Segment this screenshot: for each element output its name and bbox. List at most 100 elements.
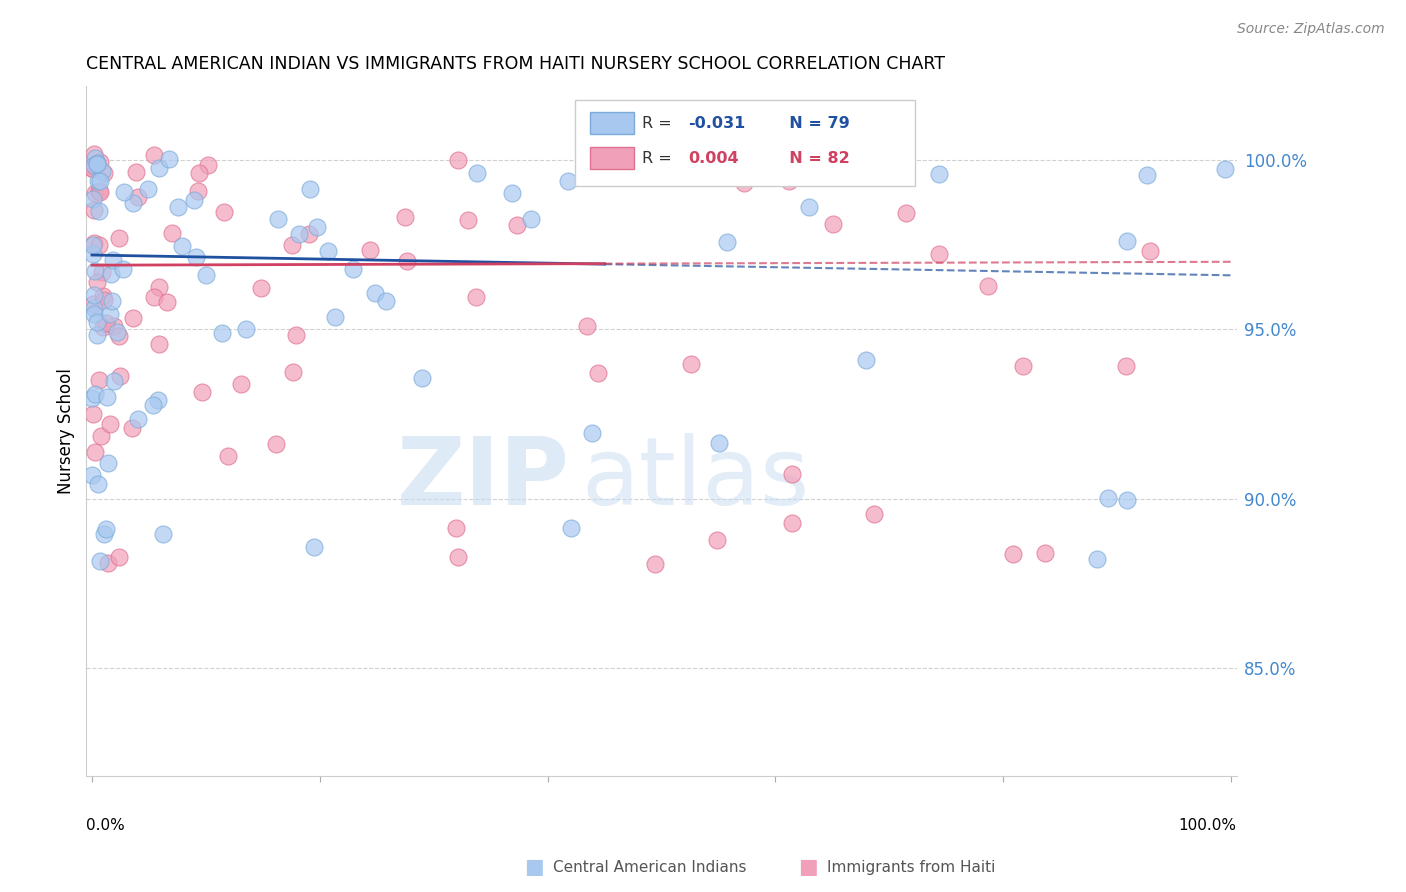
Point [122,310,145,325]
Point [644,557,666,571]
Point [342,262,364,277]
Point [782,516,804,531]
Point [1136,168,1159,182]
Text: Central American Indians: Central American Indians [553,860,747,874]
Point [96,390,118,404]
Point [707,436,730,450]
Point [1011,359,1033,373]
Point [1213,161,1236,176]
Text: Source: ZipAtlas.com: Source: ZipAtlas.com [1237,22,1385,37]
Point [575,319,598,334]
Text: ■: ■ [799,857,818,877]
Point [217,449,239,463]
Text: -0.031: -0.031 [688,116,745,130]
Point [83,203,105,218]
Point [235,322,257,336]
Point [188,166,211,180]
Point [148,280,170,294]
Point [108,549,131,564]
Point [1002,547,1025,561]
Point [778,174,800,188]
Text: ■: ■ [524,857,544,877]
Point [82,161,104,176]
Point [586,366,609,380]
Point [706,533,728,547]
Point [394,210,416,224]
Point [766,156,789,170]
Point [855,352,877,367]
Point [211,326,233,341]
Point [103,319,125,334]
Point [112,185,135,199]
Point [250,281,273,295]
Point [89,373,111,387]
Point [90,429,112,443]
Point [183,194,205,208]
Point [112,261,135,276]
Point [160,227,183,241]
Point [82,192,104,206]
Point [86,275,108,289]
Point [93,526,115,541]
Point [733,176,755,190]
Point [184,250,207,264]
Point [86,315,108,329]
Text: 100.0%: 100.0% [1178,818,1237,832]
Point [323,310,346,324]
Point [157,152,180,166]
Text: Immigrants from Haiti: Immigrants from Haiti [827,860,995,874]
Point [84,264,107,278]
Point [82,468,104,483]
FancyBboxPatch shape [591,112,634,134]
Point [214,204,236,219]
Point [501,186,523,200]
Text: N = 82: N = 82 [778,151,849,166]
Point [91,164,114,178]
Text: R =: R = [643,151,676,166]
Point [142,399,165,413]
Point [82,297,104,311]
Point [105,326,128,340]
Point [1115,359,1137,373]
Point [297,227,319,241]
Point [264,437,287,451]
Point [716,235,738,249]
Text: 0.0%: 0.0% [86,818,125,832]
Point [894,206,917,220]
Point [396,253,419,268]
Point [108,328,131,343]
Point [82,247,104,261]
Point [152,527,174,541]
Point [87,174,110,188]
Point [100,267,122,281]
Point [823,217,845,231]
Point [506,218,529,232]
Point [560,521,582,535]
Point [267,211,290,226]
Point [304,540,326,554]
Point [97,556,120,570]
Point [281,365,304,379]
Point [447,549,470,564]
Point [136,182,159,196]
Point [83,301,105,315]
FancyBboxPatch shape [575,100,914,186]
Point [457,213,479,227]
Point [281,237,304,252]
Point [197,158,219,172]
FancyBboxPatch shape [591,146,634,169]
Point [231,377,253,392]
Point [121,195,143,210]
Point [98,308,121,322]
Point [581,425,603,440]
Point [148,337,170,351]
Point [665,169,688,184]
Text: 0.004: 0.004 [688,151,738,166]
Point [108,368,131,383]
Point [148,161,170,176]
Point [191,384,214,399]
Point [143,290,166,304]
Point [862,507,884,521]
Point [364,285,387,300]
Point [80,391,103,405]
